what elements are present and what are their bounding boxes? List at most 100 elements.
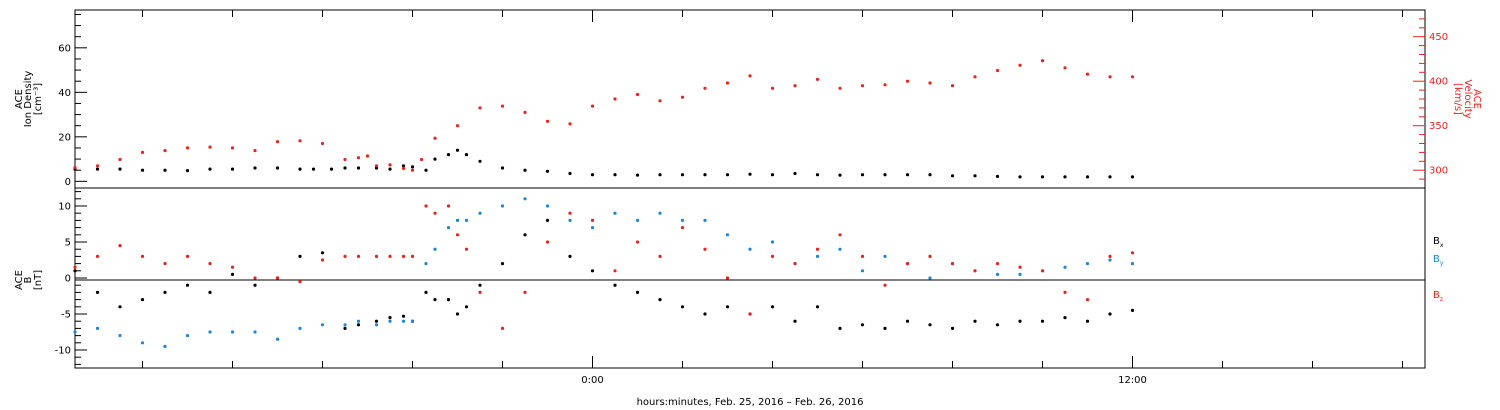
velocity-point xyxy=(185,146,190,150)
top-panel: 0 20 40 60 300 350 400 450 ACE Ion Density [cm… xyxy=(14,9,1482,189)
velocity-point xyxy=(140,150,145,154)
field-tick-label: 0 xyxy=(65,274,71,285)
ion-density-point xyxy=(793,171,797,176)
bx-point xyxy=(433,298,437,302)
velocity-point xyxy=(163,149,167,153)
velocity-point xyxy=(401,166,406,170)
ion-density-point xyxy=(1063,175,1067,179)
by-point xyxy=(568,218,572,222)
by-point xyxy=(253,330,257,334)
bx-point xyxy=(950,326,955,330)
velocity-point xyxy=(995,68,1000,73)
ion-density-point xyxy=(401,164,406,168)
by-point xyxy=(230,330,235,334)
velocity-point xyxy=(613,97,617,101)
bx-point xyxy=(208,290,212,294)
velocity-point xyxy=(860,84,865,88)
bx-point xyxy=(1040,319,1045,323)
velocity-point xyxy=(590,104,595,108)
ion-density-point xyxy=(1085,175,1090,179)
ion-density-point xyxy=(478,159,482,163)
bz-point xyxy=(446,204,451,208)
by-point xyxy=(883,254,887,258)
bz-point xyxy=(320,258,325,262)
bx-point xyxy=(73,269,77,273)
bz-point xyxy=(356,254,361,258)
by-point xyxy=(545,204,550,208)
by-point xyxy=(464,218,469,222)
by-point xyxy=(118,334,122,338)
by-point xyxy=(725,233,730,237)
bz-point xyxy=(464,247,469,251)
field-tick-label: 5 xyxy=(65,238,71,249)
bz-point xyxy=(140,254,145,258)
by-point xyxy=(770,240,775,244)
top-panel-frame xyxy=(74,9,1426,189)
ion-density-point xyxy=(329,167,334,171)
by-point xyxy=(455,218,460,222)
bz-point xyxy=(208,262,212,266)
bx-point xyxy=(883,326,887,330)
bz-point xyxy=(374,254,379,258)
bz-point xyxy=(703,247,707,251)
by-point xyxy=(1063,265,1067,269)
bz-point xyxy=(860,254,865,258)
bx-point xyxy=(725,305,730,309)
bz-point xyxy=(568,211,572,215)
bz-point xyxy=(725,276,730,280)
by-point xyxy=(208,330,212,334)
ion-density-point xyxy=(185,169,190,173)
bz-point xyxy=(793,262,797,266)
velocity-point xyxy=(1130,75,1135,79)
ion-density-point xyxy=(950,174,955,178)
velocity-point xyxy=(635,92,640,97)
ion-density-point xyxy=(1018,175,1022,179)
ion-density-point xyxy=(374,166,379,170)
velocity-label-line-3: [km/s] xyxy=(1452,83,1463,115)
bx-point xyxy=(613,283,617,287)
velocity-point xyxy=(433,136,437,140)
ion-density-point xyxy=(230,167,235,171)
legend-entry-bx: Bx xyxy=(1433,236,1444,249)
ion-density-point xyxy=(356,166,361,170)
velocity-point xyxy=(928,81,932,85)
ion-density-point xyxy=(455,148,460,152)
velocity-tick-label: 400 xyxy=(1429,77,1448,88)
by-point xyxy=(343,323,347,327)
by-point xyxy=(275,337,280,341)
bz-point xyxy=(230,265,235,269)
x-axis-label: hours:minutes, Feb. 25, 2016 – Feb. 26, … xyxy=(637,397,864,408)
ion-density-point xyxy=(500,166,505,170)
by-point xyxy=(298,326,302,330)
velocity-point xyxy=(73,165,77,170)
velocity-point xyxy=(478,106,482,110)
by-point xyxy=(523,197,527,201)
by-point xyxy=(1108,258,1112,262)
velocity-point xyxy=(230,146,235,150)
field-label-line-1: ACE xyxy=(14,270,25,290)
bx-point xyxy=(635,290,640,294)
bx-point xyxy=(446,298,451,302)
velocity-point xyxy=(1018,63,1022,67)
by-point xyxy=(73,330,77,334)
ion-density-point xyxy=(545,169,550,173)
ion-density-point xyxy=(928,173,932,177)
by-point xyxy=(1130,262,1135,266)
velocity-point xyxy=(455,124,460,128)
bz-point xyxy=(185,254,190,258)
bz-point xyxy=(1130,251,1135,255)
legend-subscript: y xyxy=(1440,260,1444,267)
velocity-tick-label: 350 xyxy=(1429,121,1448,132)
bx-point xyxy=(356,323,361,327)
by-point xyxy=(433,247,437,251)
velocity-point xyxy=(545,119,550,123)
ion-density-point xyxy=(446,153,451,157)
bx-point xyxy=(478,283,482,287)
bz-point xyxy=(590,218,595,222)
bz-point xyxy=(253,276,257,280)
bx-point xyxy=(374,319,379,323)
ion-density-point xyxy=(883,173,887,177)
top-left-axis: 0 20 40 60 xyxy=(58,13,87,188)
velocity-point xyxy=(658,99,662,103)
